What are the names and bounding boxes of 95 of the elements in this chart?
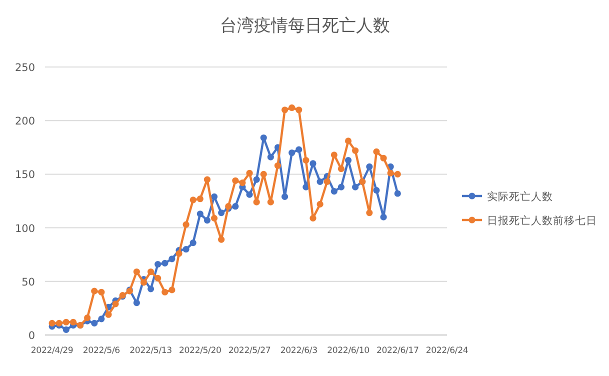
point	[316, 178, 324, 186]
point	[246, 191, 253, 198]
x-tick-label: 2022/5/6	[82, 346, 120, 356]
point	[105, 311, 112, 318]
point	[330, 188, 338, 195]
point	[366, 163, 373, 170]
point	[352, 147, 359, 154]
point	[210, 193, 218, 200]
point	[98, 288, 105, 296]
point	[324, 178, 330, 186]
point	[147, 268, 154, 276]
point	[112, 300, 119, 308]
y-tick-label: 50	[22, 276, 35, 288]
point	[154, 274, 162, 282]
point	[218, 209, 225, 216]
point	[330, 152, 338, 158]
point	[253, 176, 260, 183]
point	[260, 134, 267, 142]
point	[344, 156, 352, 164]
point	[380, 214, 387, 220]
point	[182, 221, 190, 228]
point	[168, 256, 176, 262]
point	[281, 106, 288, 114]
point	[204, 216, 211, 224]
point	[182, 246, 190, 253]
point	[394, 190, 401, 197]
point	[48, 320, 56, 327]
point	[296, 146, 302, 153]
point	[338, 166, 345, 172]
x-tick-label: 2022/5/20	[179, 346, 222, 356]
point	[98, 316, 105, 322]
point	[168, 286, 176, 294]
point	[288, 104, 296, 112]
point	[232, 177, 239, 184]
point	[62, 326, 70, 333]
point	[91, 288, 98, 294]
x-tick-label: 2022/5/27	[228, 346, 271, 356]
point	[316, 200, 324, 208]
point	[253, 198, 260, 206]
point	[387, 170, 394, 176]
x-tick-label: 2022/6/3	[280, 346, 318, 356]
point	[62, 318, 70, 326]
point	[239, 179, 246, 186]
point	[302, 156, 310, 164]
legend-label: 实际死亡人数	[487, 190, 553, 203]
y-tick-label: 0	[28, 330, 35, 342]
point	[310, 160, 316, 167]
point	[190, 240, 196, 246]
point	[344, 138, 352, 144]
point	[232, 203, 239, 210]
point	[288, 149, 296, 156]
y-tick-label: 100	[14, 222, 35, 235]
point	[373, 148, 380, 155]
point	[91, 320, 98, 327]
x-tick-label: 2022/4/29	[30, 346, 74, 356]
point	[281, 193, 288, 200]
point	[260, 170, 267, 178]
point	[366, 209, 373, 216]
point	[310, 214, 316, 222]
point	[196, 196, 204, 202]
point	[380, 154, 387, 162]
point	[267, 198, 274, 206]
point	[394, 170, 401, 178]
point	[56, 320, 62, 327]
y-tick-label: 200	[14, 116, 35, 128]
x-tick-label: 2022/6/10	[327, 346, 370, 356]
point	[140, 279, 148, 286]
chart-title: 台湾疫情每日死亡人数	[220, 16, 390, 36]
point	[162, 288, 168, 296]
point	[246, 170, 253, 176]
point	[296, 106, 302, 114]
point	[176, 250, 182, 257]
point	[338, 184, 345, 190]
point	[147, 286, 154, 292]
point	[84, 314, 91, 322]
point	[154, 260, 162, 268]
point	[204, 176, 211, 183]
point	[162, 260, 168, 266]
point	[133, 268, 140, 276]
point	[196, 210, 204, 218]
point	[190, 196, 196, 204]
legend-label: 日报死亡人数前移七日	[487, 214, 597, 227]
x-tick-label: 2022/6/24	[426, 346, 468, 356]
y-tick-label: 150	[14, 169, 35, 182]
point	[274, 162, 282, 169]
point	[373, 186, 380, 194]
point	[218, 236, 225, 243]
point	[267, 154, 274, 160]
point	[210, 214, 218, 222]
y-tick-label: 250	[14, 62, 35, 74]
x-tick-label: 2022/5/13	[130, 346, 172, 356]
point	[70, 318, 77, 326]
point	[352, 184, 359, 190]
x-tick-label: 2022/6/17	[376, 346, 419, 356]
point	[133, 300, 140, 306]
